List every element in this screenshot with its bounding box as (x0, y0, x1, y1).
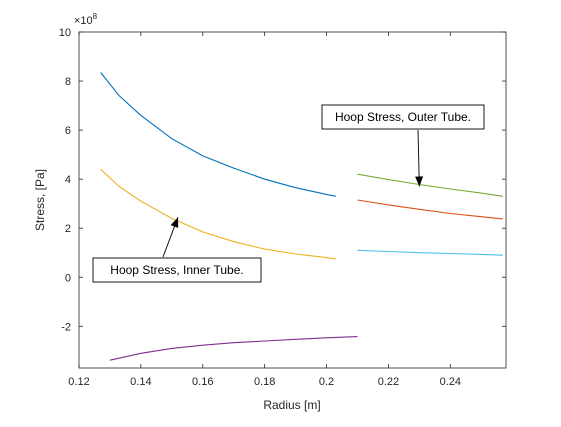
annotation-inner-tube: Hoop Stress, Inner Tube. (92, 217, 262, 283)
series-line-5 (357, 199, 503, 220)
annotation-box (92, 257, 262, 283)
annotation-layer: Hoop Stress, Outer Tube. Hoop Stress, Inn… (92, 104, 485, 283)
y-tick-label: 2 (65, 223, 71, 235)
axes-box (78, 31, 507, 369)
y-exponent-label: ×108 (74, 12, 98, 27)
y-tick-label: 6 (65, 125, 71, 137)
x-tick-label: 0.22 (378, 376, 399, 388)
tick-layer: 0.12 0.14 0.16 0.18 0.2 0.22 0.24 -2 0 2 4 6 8 10 (59, 27, 506, 388)
x-tick-label: 0.2 (319, 376, 334, 388)
annotation-arrow-head (415, 176, 424, 187)
x-axis-label: Radius [m] (263, 398, 320, 412)
y-tick-label: 10 (59, 27, 71, 39)
series-line-4 (357, 173, 503, 197)
annotation-outer-tube: Hoop Stress, Outer Tube. (321, 104, 485, 187)
x-tick-label: 0.14 (130, 376, 151, 388)
x-tick-label: 0.18 (254, 376, 275, 388)
y-tick-label: 8 (65, 76, 71, 88)
x-tick-label: 0.16 (192, 376, 213, 388)
annotation-text: Hoop Stress, Inner Tube. (110, 263, 243, 277)
series-line-2 (100, 168, 336, 260)
x-tick-label: 0.12 (68, 376, 89, 388)
y-axis-label: Stress, [Pa] (33, 169, 47, 231)
series-line-3 (109, 336, 358, 361)
series-line-1 (100, 72, 336, 197)
y-tick-label: -2 (61, 321, 71, 333)
annotation-box (321, 104, 485, 130)
annotation-arrow-head (170, 217, 179, 228)
x-tick-label: 0.24 (440, 376, 461, 388)
series-line-6 (357, 249, 503, 256)
annotation-text: Hoop Stress, Outer Tube. (335, 110, 471, 124)
y-tick-label: 0 (65, 272, 71, 284)
series-layer (100, 72, 503, 361)
y-tick-label: 4 (65, 174, 71, 186)
